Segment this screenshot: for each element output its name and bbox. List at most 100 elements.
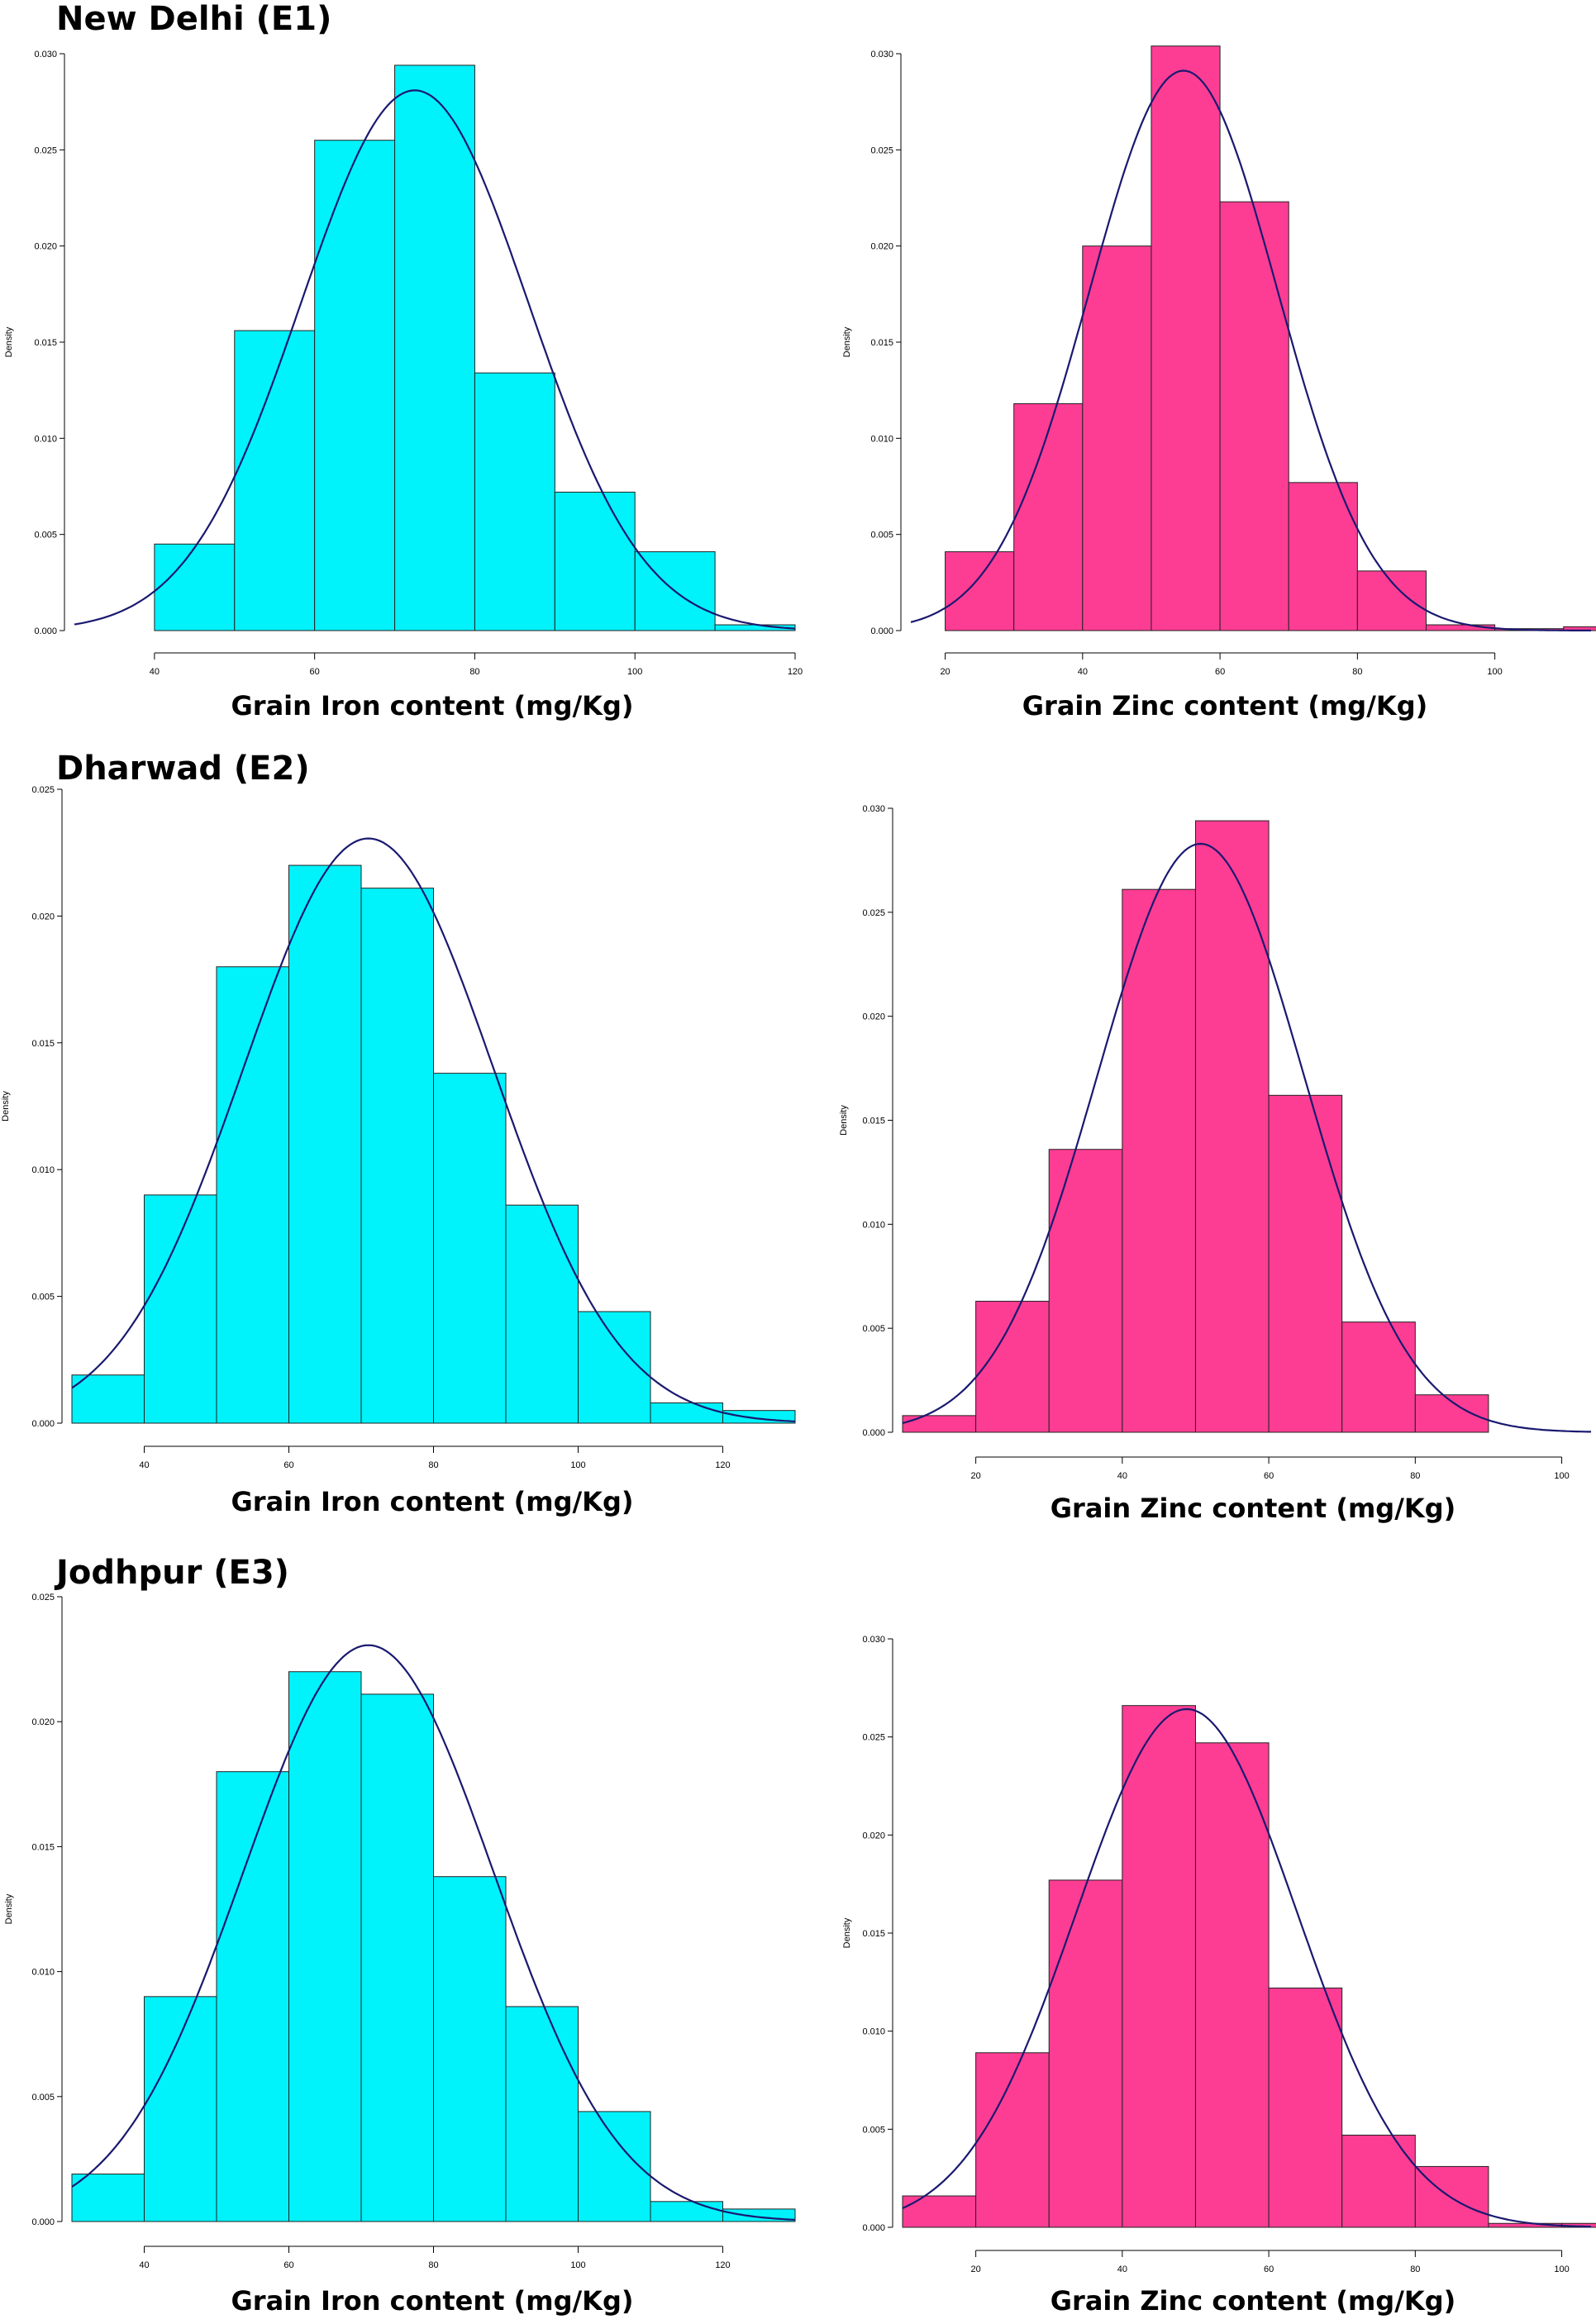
y-tick-label: 0.025 (862, 1733, 885, 1743)
y-tick-label: 0.000 (870, 626, 893, 636)
histogram-bar (505, 1204, 579, 1424)
histogram-bar (650, 1402, 723, 1424)
histogram-bar (902, 1415, 977, 1433)
panel-jodhpur-zinc: 0.000 0.005 0.010 0.015 0.020 0.025 0.030 Densi… (842, 1635, 1596, 2317)
histogram-bar (474, 372, 555, 631)
histogram-bar (1151, 45, 1221, 631)
x-axis-title: Grain Zinc content (mg/Kg) (1051, 1493, 1455, 1524)
panel-new-delhi-zinc: 0.000 0.005 0.010 0.015 0.020 0.025 0.030 Densi… (842, 45, 1596, 721)
x-tick-label: 80 (1352, 667, 1362, 677)
x-tick-label: 40 (1078, 667, 1088, 677)
y-tick-label: 0.030 (862, 804, 885, 814)
x-tick-label: 60 (1215, 667, 1225, 677)
x-tick-label: 40 (1117, 2264, 1127, 2274)
x-tick-label: 80 (1410, 2264, 1420, 2274)
y-axis-label: Density (4, 326, 14, 357)
histogram-bar (1268, 1987, 1343, 2228)
histogram-bar (216, 1771, 289, 2222)
panel-jodhpur-iron: 0.000 0.005 0.010 0.015 0.020 0.025 Density 40 6… (4, 1554, 796, 2317)
y-tick-label: 0.005 (31, 2093, 55, 2103)
histogram-bar (1414, 1394, 1489, 1433)
y-tick-label: 0.030 (34, 50, 57, 60)
x-tick-label: 60 (1264, 2264, 1274, 2274)
histogram-bar (433, 1876, 507, 2222)
x-tick-label: 100 (570, 1460, 585, 1470)
x-tick-label: 40 (1117, 1471, 1127, 1481)
y-axis-label: Density (839, 1105, 849, 1136)
y-tick-label: 0.025 (31, 785, 55, 795)
histogram-bar (360, 1693, 434, 2222)
y-tick-label: 0.015 (31, 1842, 55, 1852)
histogram-bar (1013, 402, 1084, 631)
y-tick-label: 0.020 (31, 912, 55, 922)
y-tick-label: 0.010 (34, 434, 57, 444)
histogram-bar (144, 1996, 217, 2222)
x-axis-title: Grain Iron content (mg/Kg) (231, 1486, 634, 1517)
x-axis-title: Grain Zinc content (mg/Kg) (1022, 690, 1427, 721)
histogram-bar (902, 2195, 977, 2228)
density-curve (902, 1707, 1592, 2228)
y-tick-label: 0.000 (862, 2223, 885, 2233)
density-curve (71, 837, 796, 1422)
histogram-bar (234, 330, 316, 631)
x-tick-label: 60 (1264, 1471, 1274, 1481)
y-tick-label: 0.025 (870, 145, 893, 155)
histogram-bar (1048, 1149, 1123, 1433)
x-tick-label: 100 (570, 2260, 585, 2270)
histogram-bar (1268, 1094, 1343, 1433)
histogram-bar (216, 966, 289, 1424)
y-tick-label: 0.030 (862, 1635, 885, 1645)
histogram-bar (1048, 1879, 1123, 2228)
histogram-bar (314, 140, 396, 631)
panel-title: Jodhpur (E3) (54, 1554, 289, 1592)
y-tick-label: 0.010 (862, 1220, 885, 1230)
histogram-bar (1356, 570, 1427, 631)
panel-dharwad-iron: 0.000 0.005 0.010 0.015 0.020 0.025 Density 40 6… (1, 750, 796, 1517)
y-tick-label: 0.005 (34, 531, 57, 541)
y-axis-label: Density (842, 1917, 852, 1948)
histogram-bar (1414, 2165, 1489, 2228)
y-tick-label: 0.000 (862, 1428, 885, 1438)
y-tick-label: 0.015 (862, 1117, 885, 1126)
x-tick-label: 120 (715, 1460, 730, 1470)
x-tick-label: 120 (788, 667, 803, 677)
density-curve (74, 89, 796, 630)
y-tick-label: 0.005 (862, 2125, 885, 2135)
x-tick-label: 40 (139, 1460, 149, 1470)
y-tick-label: 0.005 (31, 1293, 55, 1302)
x-tick-label: 60 (310, 667, 320, 677)
y-tick-label: 0.000 (34, 626, 57, 636)
y-tick-label: 0.010 (31, 1165, 55, 1175)
histogram-bar (71, 1374, 145, 1424)
y-tick-label: 0.015 (870, 338, 893, 348)
panel-new-delhi-iron: 0.000 0.005 0.010 0.015 0.020 0.025 0.030 Densi… (4, 0, 803, 721)
y-tick-label: 0.020 (862, 1831, 885, 1841)
histogram-bar (650, 2201, 723, 2222)
x-tick-label: 20 (970, 1471, 980, 1481)
density-curve (910, 69, 1591, 632)
x-tick-label: 100 (627, 667, 642, 677)
histogram-bar (945, 551, 1015, 631)
histogram-bar (1288, 482, 1358, 631)
histogram-bar (288, 864, 362, 1424)
x-axis-title: Grain Zinc content (mg/Kg) (1051, 2285, 1455, 2317)
histogram-bar (1194, 1742, 1270, 2228)
histogram-bar (505, 2006, 579, 2222)
histogram-bar (1082, 245, 1152, 631)
density-curve (71, 1644, 796, 2221)
x-tick-label: 20 (940, 667, 950, 677)
x-tick-label: 80 (428, 2260, 438, 2270)
y-tick-label: 0.000 (31, 2217, 55, 2227)
x-axis-title: Grain Iron content (mg/Kg) (231, 2285, 634, 2317)
y-tick-label: 0.005 (862, 1324, 885, 1334)
panel-title: Dharwad (E2) (56, 750, 310, 788)
histogram-bar (1122, 888, 1196, 1433)
histogram-bar (1194, 820, 1270, 1433)
histogram-bar (1563, 626, 1596, 631)
y-tick-label: 0.020 (31, 1717, 55, 1727)
x-tick-label: 100 (1554, 2264, 1569, 2274)
y-tick-label: 0.025 (862, 908, 885, 918)
x-tick-label: 60 (283, 2260, 293, 2270)
x-tick-label: 40 (139, 2260, 149, 2270)
x-tick-label: 80 (469, 667, 479, 677)
